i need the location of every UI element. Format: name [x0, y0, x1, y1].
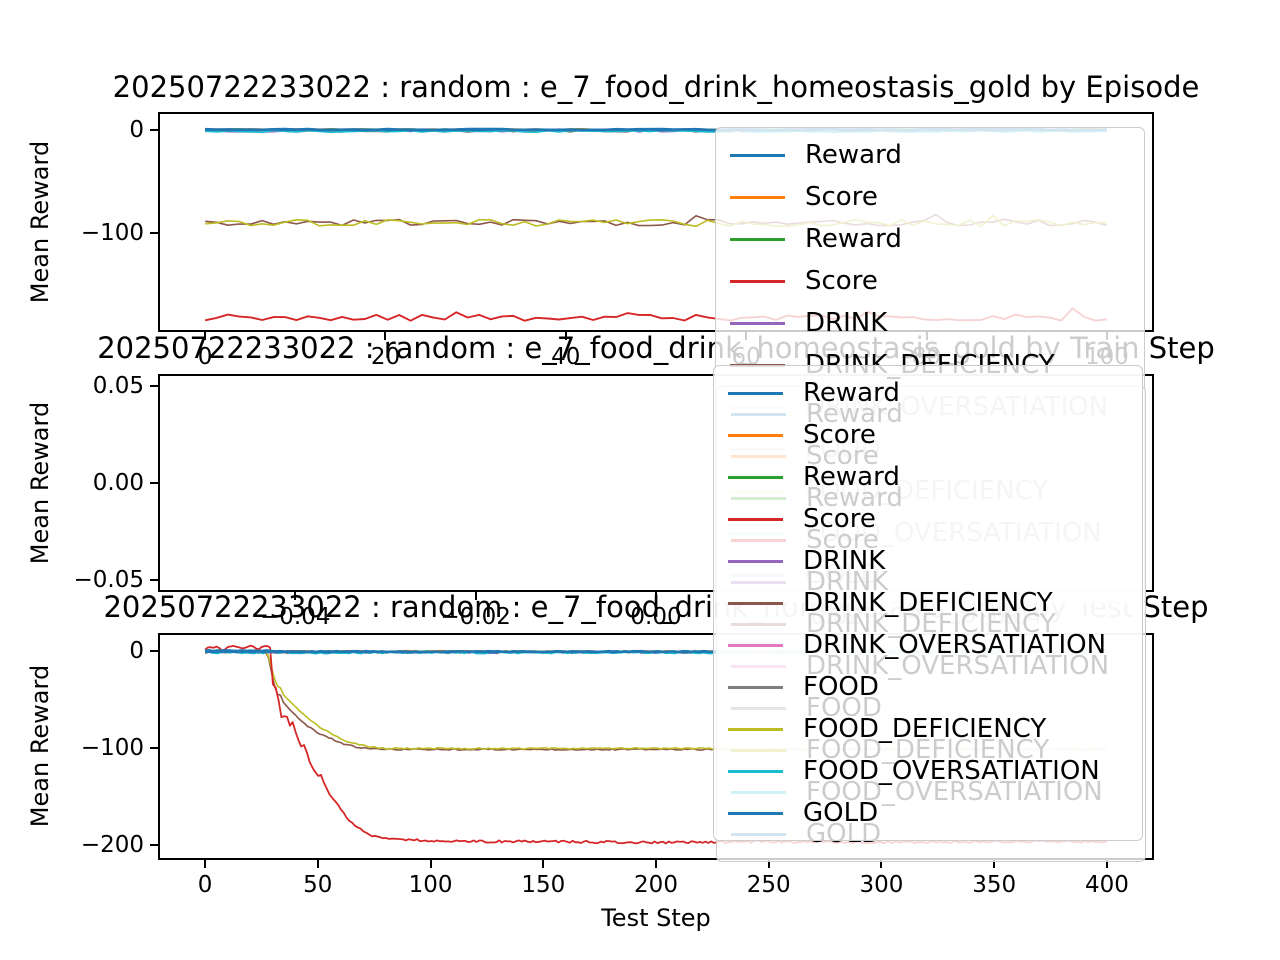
legend-label: Score: [803, 504, 876, 534]
legend-label: DRINK_DEFICIENCY: [803, 588, 1053, 618]
legend-entry: Score: [728, 498, 1134, 540]
y-tick-mark: [150, 384, 158, 387]
legend-line-sample: [730, 279, 785, 283]
y-tick-label: 0: [129, 116, 144, 143]
legend-label: DRINK: [803, 546, 886, 576]
y-tick-mark: [150, 579, 158, 582]
x-tick-mark: [204, 332, 207, 340]
legend-line-sample: [728, 517, 783, 521]
x-tick-mark: [542, 860, 545, 868]
legend-entry: DRINK: [728, 540, 1134, 582]
legend-line-sample: [728, 559, 783, 563]
x-tick-mark: [655, 860, 657, 868]
x-tick-label: 150: [521, 872, 566, 898]
y-tick-mark: [150, 482, 158, 484]
legend-line-sample: [728, 391, 783, 395]
legend-line-sample: [728, 727, 783, 731]
legend-entry: Reward: [730, 134, 1136, 176]
legend-label: FOOD_OVERSATIATION: [803, 756, 1100, 786]
y-tick-mark: [150, 747, 158, 750]
legend-label: FOOD: [803, 672, 879, 702]
x-tick-label: 0: [197, 344, 213, 370]
legend-line-sample: [728, 643, 783, 647]
x-tick-mark: [474, 592, 477, 600]
x-tick-mark: [294, 592, 297, 600]
legend-label: FOOD_DEFICIENCY: [803, 714, 1047, 744]
y-tick-mark: [150, 844, 158, 847]
y-tick-mark: [150, 128, 158, 131]
legend-label: Score: [805, 266, 878, 296]
legend-label: Score: [803, 420, 876, 450]
legend-box-3: Reward Score Reward Score DRINK DRINK_DEFICIE…: [713, 365, 1143, 841]
x-tick-label: 40: [551, 344, 581, 370]
legend-entry: Score: [730, 260, 1136, 302]
y-tick-label: 0.05: [92, 372, 144, 399]
legend-label: Reward: [805, 224, 902, 254]
legend-label: Reward: [803, 462, 900, 492]
legend-line-sample: [728, 433, 783, 437]
x-tick-mark: [767, 860, 770, 868]
legend-entry: Reward: [730, 218, 1136, 260]
x-tick-mark: [429, 860, 432, 868]
plot2-axes: [158, 374, 1154, 592]
x-tick-label: −0.04: [260, 604, 331, 630]
x-tick-label: 350: [972, 872, 1017, 898]
legend-entry: Reward: [728, 372, 1134, 414]
legend-entry: FOOD_DEFICIENCY: [728, 708, 1134, 750]
legend-entry: GOLD: [728, 792, 1134, 834]
legend-entry: FOOD: [728, 666, 1134, 708]
legend-label: DRINK_OVERSATIATION: [803, 630, 1107, 660]
y-tick-label: −100: [80, 219, 144, 246]
legend-line-sample: [728, 475, 783, 479]
x-tick-mark: [880, 860, 883, 868]
legend-line-sample: [728, 685, 783, 689]
legend-line-sample: [730, 321, 785, 325]
x-tick-mark: [1105, 860, 1108, 868]
x-tick-label: 0: [197, 872, 213, 898]
legend-entry: DRINK_OVERSATIATION: [728, 624, 1134, 666]
y-tick-label: 0.00: [92, 470, 144, 496]
plot3-xlabel: Test Step: [601, 904, 711, 932]
legend-entry: FOOD_OVERSATIATION: [728, 750, 1134, 792]
legend-entry: DRINK: [730, 302, 1136, 344]
x-tick-label: 100: [408, 872, 453, 898]
x-tick-mark: [564, 332, 567, 340]
y-tick-label: 0: [129, 638, 144, 665]
legend-entry: Score: [728, 414, 1134, 456]
y-tick-label: −200: [80, 832, 144, 859]
x-tick-label: 200: [634, 872, 678, 898]
x-tick-label: 400: [1084, 872, 1129, 898]
legend-label: GOLD: [803, 798, 879, 828]
x-tick-label: 0.00: [630, 604, 682, 630]
x-tick-mark: [993, 860, 996, 868]
legend-line-sample: [728, 601, 783, 605]
y-tick-label: −0.05: [73, 567, 144, 594]
x-tick-label: 300: [859, 872, 904, 898]
plot1-title: 20250722233022 : random : e_7_food_drink…: [112, 70, 1200, 104]
legend-line-sample: [730, 153, 785, 157]
x-tick-mark: [316, 860, 319, 868]
y-tick-mark: [150, 650, 158, 653]
legend-line-sample: [730, 237, 785, 241]
x-tick-label: 50: [303, 872, 333, 898]
legend-line-sample: [730, 195, 785, 199]
x-tick-label: 250: [746, 872, 791, 898]
legend-label: Score: [805, 182, 878, 212]
x-tick-mark: [384, 332, 387, 340]
legend-line-sample: [728, 769, 783, 773]
legend-entry: DRINK_DEFICIENCY: [728, 582, 1134, 624]
legend-line-sample: [728, 811, 783, 815]
x-tick-mark: [204, 860, 207, 868]
legend-label: Reward: [805, 140, 902, 170]
legend-entry: Reward: [728, 456, 1134, 498]
y-tick-mark: [150, 231, 158, 234]
x-tick-label: −0.02: [440, 604, 511, 630]
x-tick-label: 20: [370, 344, 401, 370]
legend-entry: Score: [730, 176, 1136, 218]
y-tick-label: −100: [80, 735, 144, 762]
legend-label: Reward: [803, 378, 900, 408]
legend-label: DRINK: [805, 308, 888, 338]
x-tick-mark: [655, 592, 657, 600]
